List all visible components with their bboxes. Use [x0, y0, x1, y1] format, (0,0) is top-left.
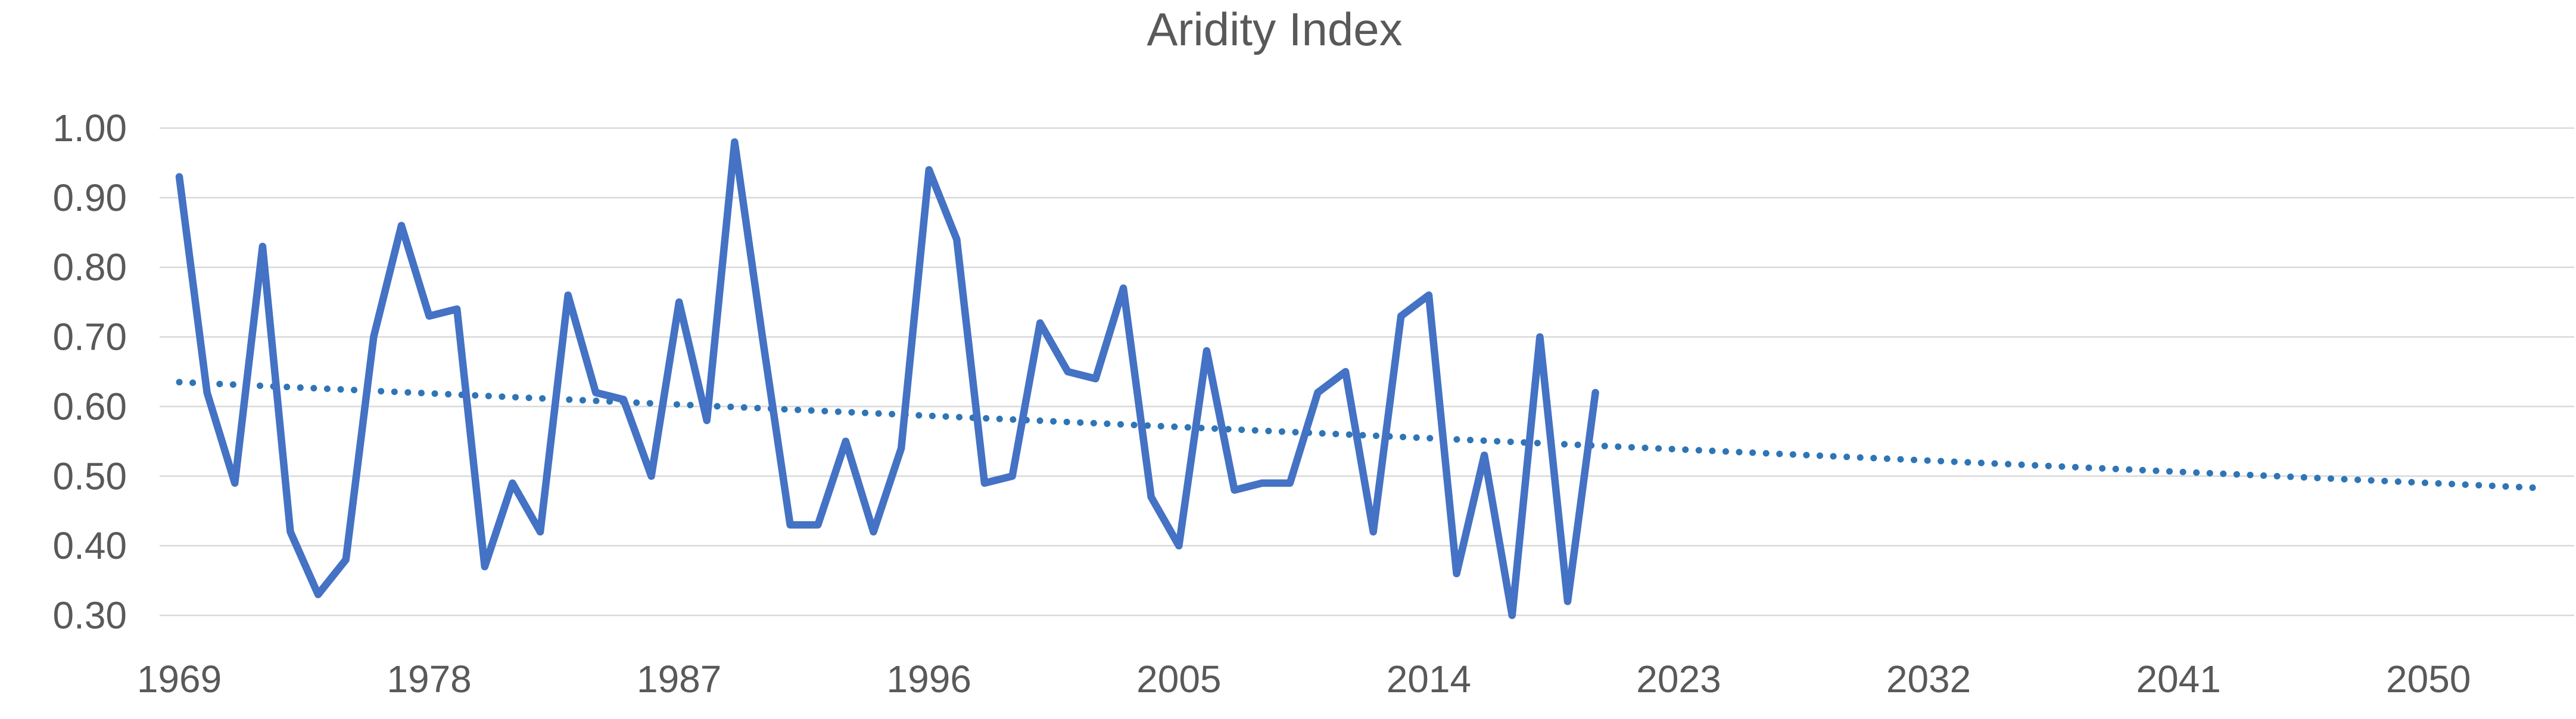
x-tick-label: 1969 [137, 658, 222, 701]
x-tick-label: 1996 [887, 658, 971, 701]
x-tick-label: 2032 [1886, 658, 1971, 701]
chart-title: Aridity Index [1147, 3, 1403, 55]
aridity-index-series-line [175, 138, 1599, 620]
y-tick-label: 1.00 [52, 107, 127, 150]
y-tick-label: 0.70 [52, 316, 127, 359]
x-tick-label: 2005 [1136, 658, 1221, 701]
x-tick-label: 1978 [387, 658, 471, 701]
x-tick-label: 2014 [1387, 658, 1471, 701]
y-tick-label: 0.30 [52, 594, 127, 637]
y-tick-label: 0.90 [52, 176, 127, 219]
y-tick-label: 0.50 [52, 455, 127, 497]
x-tick-label: 2050 [2386, 658, 2471, 701]
y-tick-label: 0.40 [52, 524, 127, 567]
y-tick-label: 0.60 [52, 385, 127, 428]
x-tick-label: 1987 [637, 658, 721, 701]
x-tick-label: 2041 [2136, 658, 2220, 701]
y-tick-label: 0.80 [52, 246, 127, 289]
x-tick-label: 2023 [1636, 658, 1721, 701]
